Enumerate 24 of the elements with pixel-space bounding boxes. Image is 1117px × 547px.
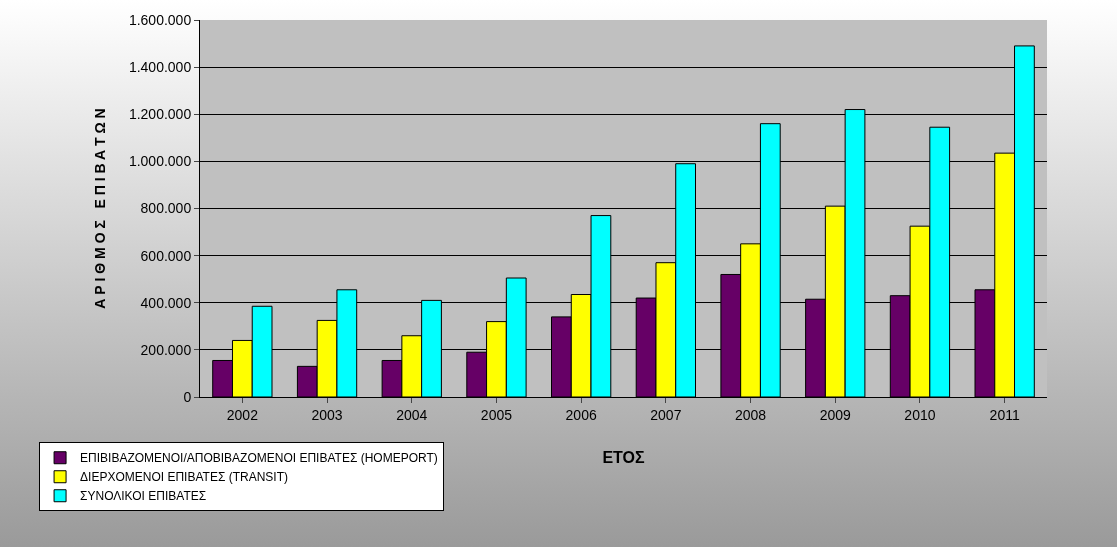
x-tick-label: 2002 [226, 406, 259, 423]
y-tick-label: 1.400.000 [128, 59, 192, 76]
x-tick-label: 2003 [311, 406, 343, 423]
x-tick-label: 2006 [565, 406, 597, 423]
x-tick-label: 2005 [480, 406, 513, 423]
x-axis-title: ΕΤΟΣ [602, 449, 645, 467]
y-tick-label: 400.000 [140, 294, 192, 311]
y-tick-label: 200.000 [140, 341, 192, 358]
y-axis-title: Α Ρ Ι Θ Μ Ο Σ Ε Π Ι Β Α Τ Ω Ν [91, 108, 108, 309]
x-tick-label: 2004 [396, 406, 428, 423]
y-tick-label: 1.600.000 [128, 11, 192, 28]
y-tick-label: 0 [183, 388, 192, 405]
x-tick-label: 2008 [734, 406, 767, 423]
y-tick-label: 1.200.000 [128, 106, 192, 123]
legend-label: ΣΥΝΟΛΙΚΟΙ ΕΠΙΒΑΤΕΣ [80, 489, 207, 504]
x-tick-label: 2010 [904, 406, 936, 423]
y-tick-label: 1.000.000 [128, 153, 192, 170]
x-tick-label: 2007 [650, 406, 682, 423]
legend-label: ΕΠΙΒΙΒΑΖΟΜΕΝΟΙ/ΑΠΟΒΙΒΑΖΟΜΕΝΟΙ ΕΠΙΒΑΤΕΣ (HOMEPORT) [80, 451, 438, 466]
legend-label: ΔΙΕΡΧΟΜΕΝΟΙ ΕΠΙΒΑΤΕΣ (TRANSIT) [80, 470, 288, 485]
x-tick-label: 2011 [989, 406, 1020, 423]
y-tick-label: 600.000 [140, 247, 192, 264]
x-tick-label: 2009 [819, 406, 852, 423]
y-tick-label: 800.000 [140, 200, 192, 217]
